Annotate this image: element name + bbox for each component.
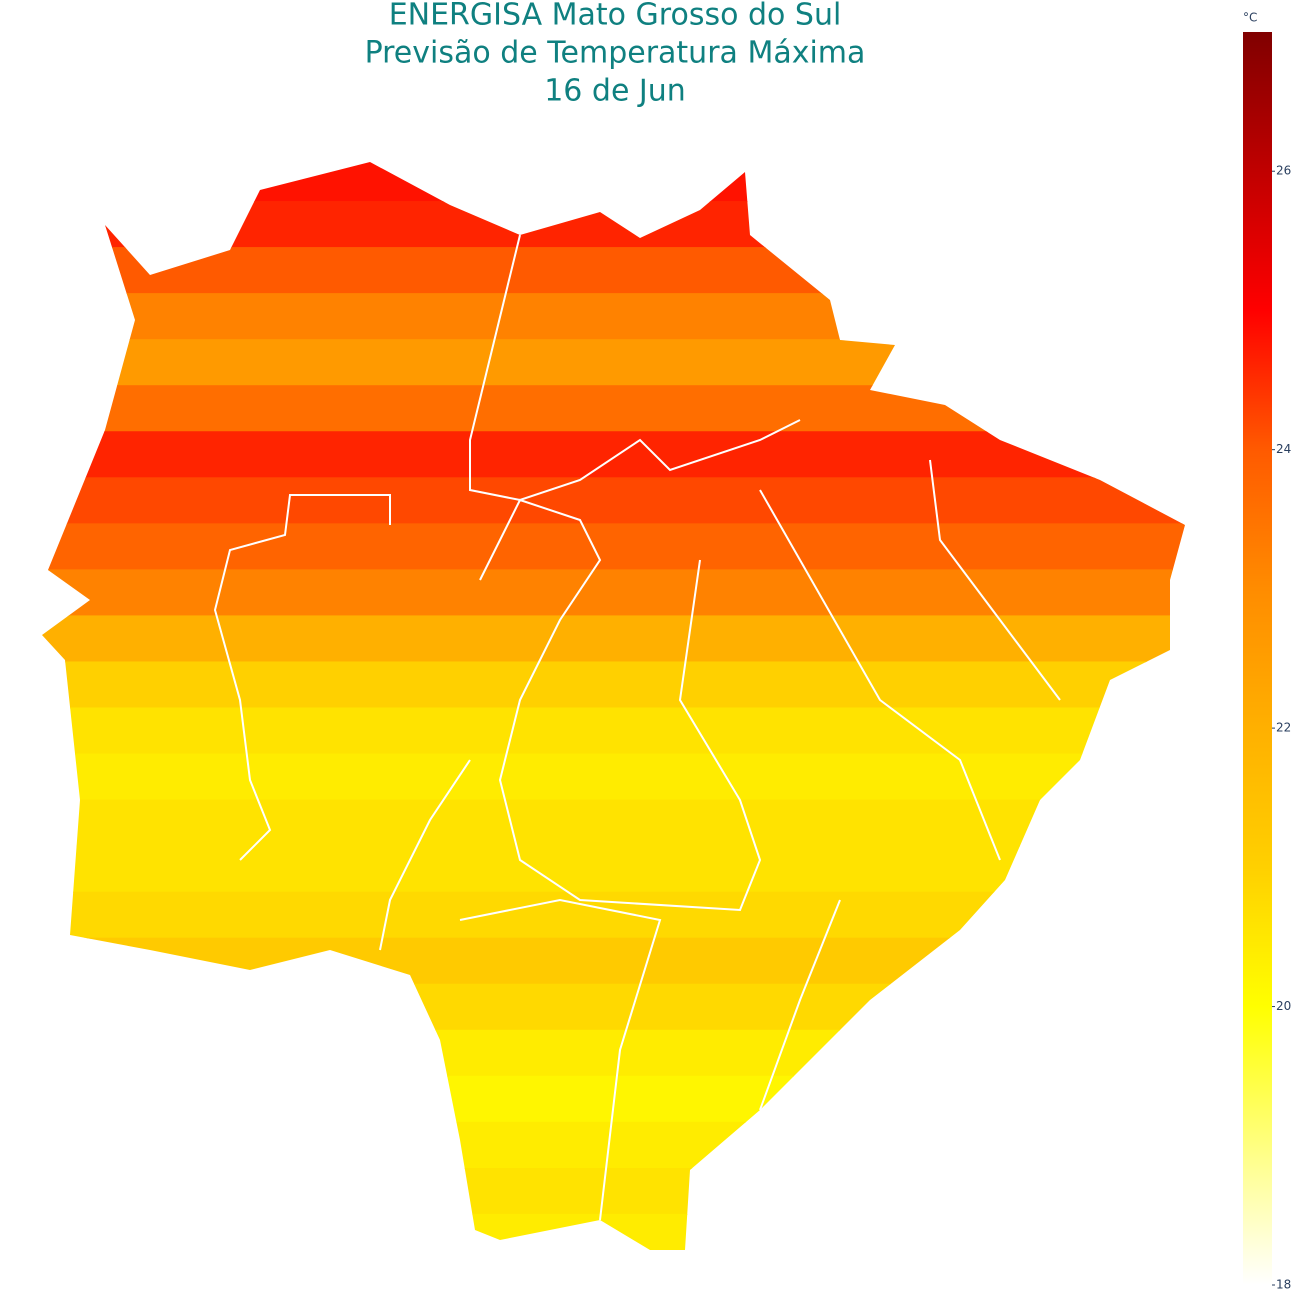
title-line: Previsão de Temperatura Máxima — [365, 36, 866, 71]
title-line: ENERGISA Mato Grosso do Sul — [389, 0, 842, 33]
temperature-band — [42, 983, 1185, 1031]
colorbar — [1243, 32, 1272, 1285]
temperature-band — [42, 1213, 1185, 1250]
temperature-band — [42, 385, 1185, 433]
temperature-band — [42, 162, 1185, 203]
title-line: 16 de Jun — [544, 74, 686, 109]
temperature-band — [42, 247, 1185, 295]
temperature-band — [42, 523, 1185, 571]
temperature-band — [42, 1121, 1185, 1169]
colorbar-tick-label: 20 — [1276, 999, 1291, 1013]
temperature-band — [42, 615, 1185, 663]
temperature-band — [42, 661, 1185, 709]
temperature-band — [42, 937, 1185, 985]
temperature-band — [42, 431, 1185, 479]
colorbar-title: °C — [1243, 11, 1257, 25]
temperature-band — [42, 339, 1185, 387]
temperature-band — [42, 569, 1185, 617]
temperature-band — [42, 891, 1185, 939]
temperature-band — [42, 293, 1185, 341]
colorbar-tick-label: 22 — [1276, 721, 1291, 735]
temperature-band — [42, 1167, 1185, 1215]
temperature-band — [42, 707, 1185, 755]
colorbar-tick-label: 24 — [1276, 442, 1291, 456]
colorbar-tick-label: 26 — [1276, 164, 1291, 178]
temperature-band — [42, 201, 1185, 249]
temperature-band — [42, 1029, 1185, 1077]
temperature-band — [42, 845, 1185, 893]
temperature-band — [42, 477, 1185, 525]
temperature-band — [42, 799, 1185, 847]
temperature-band — [42, 753, 1185, 801]
municipal-borders — [213, 234, 1061, 1221]
colorbar-tick-label: 18 — [1276, 1278, 1291, 1292]
